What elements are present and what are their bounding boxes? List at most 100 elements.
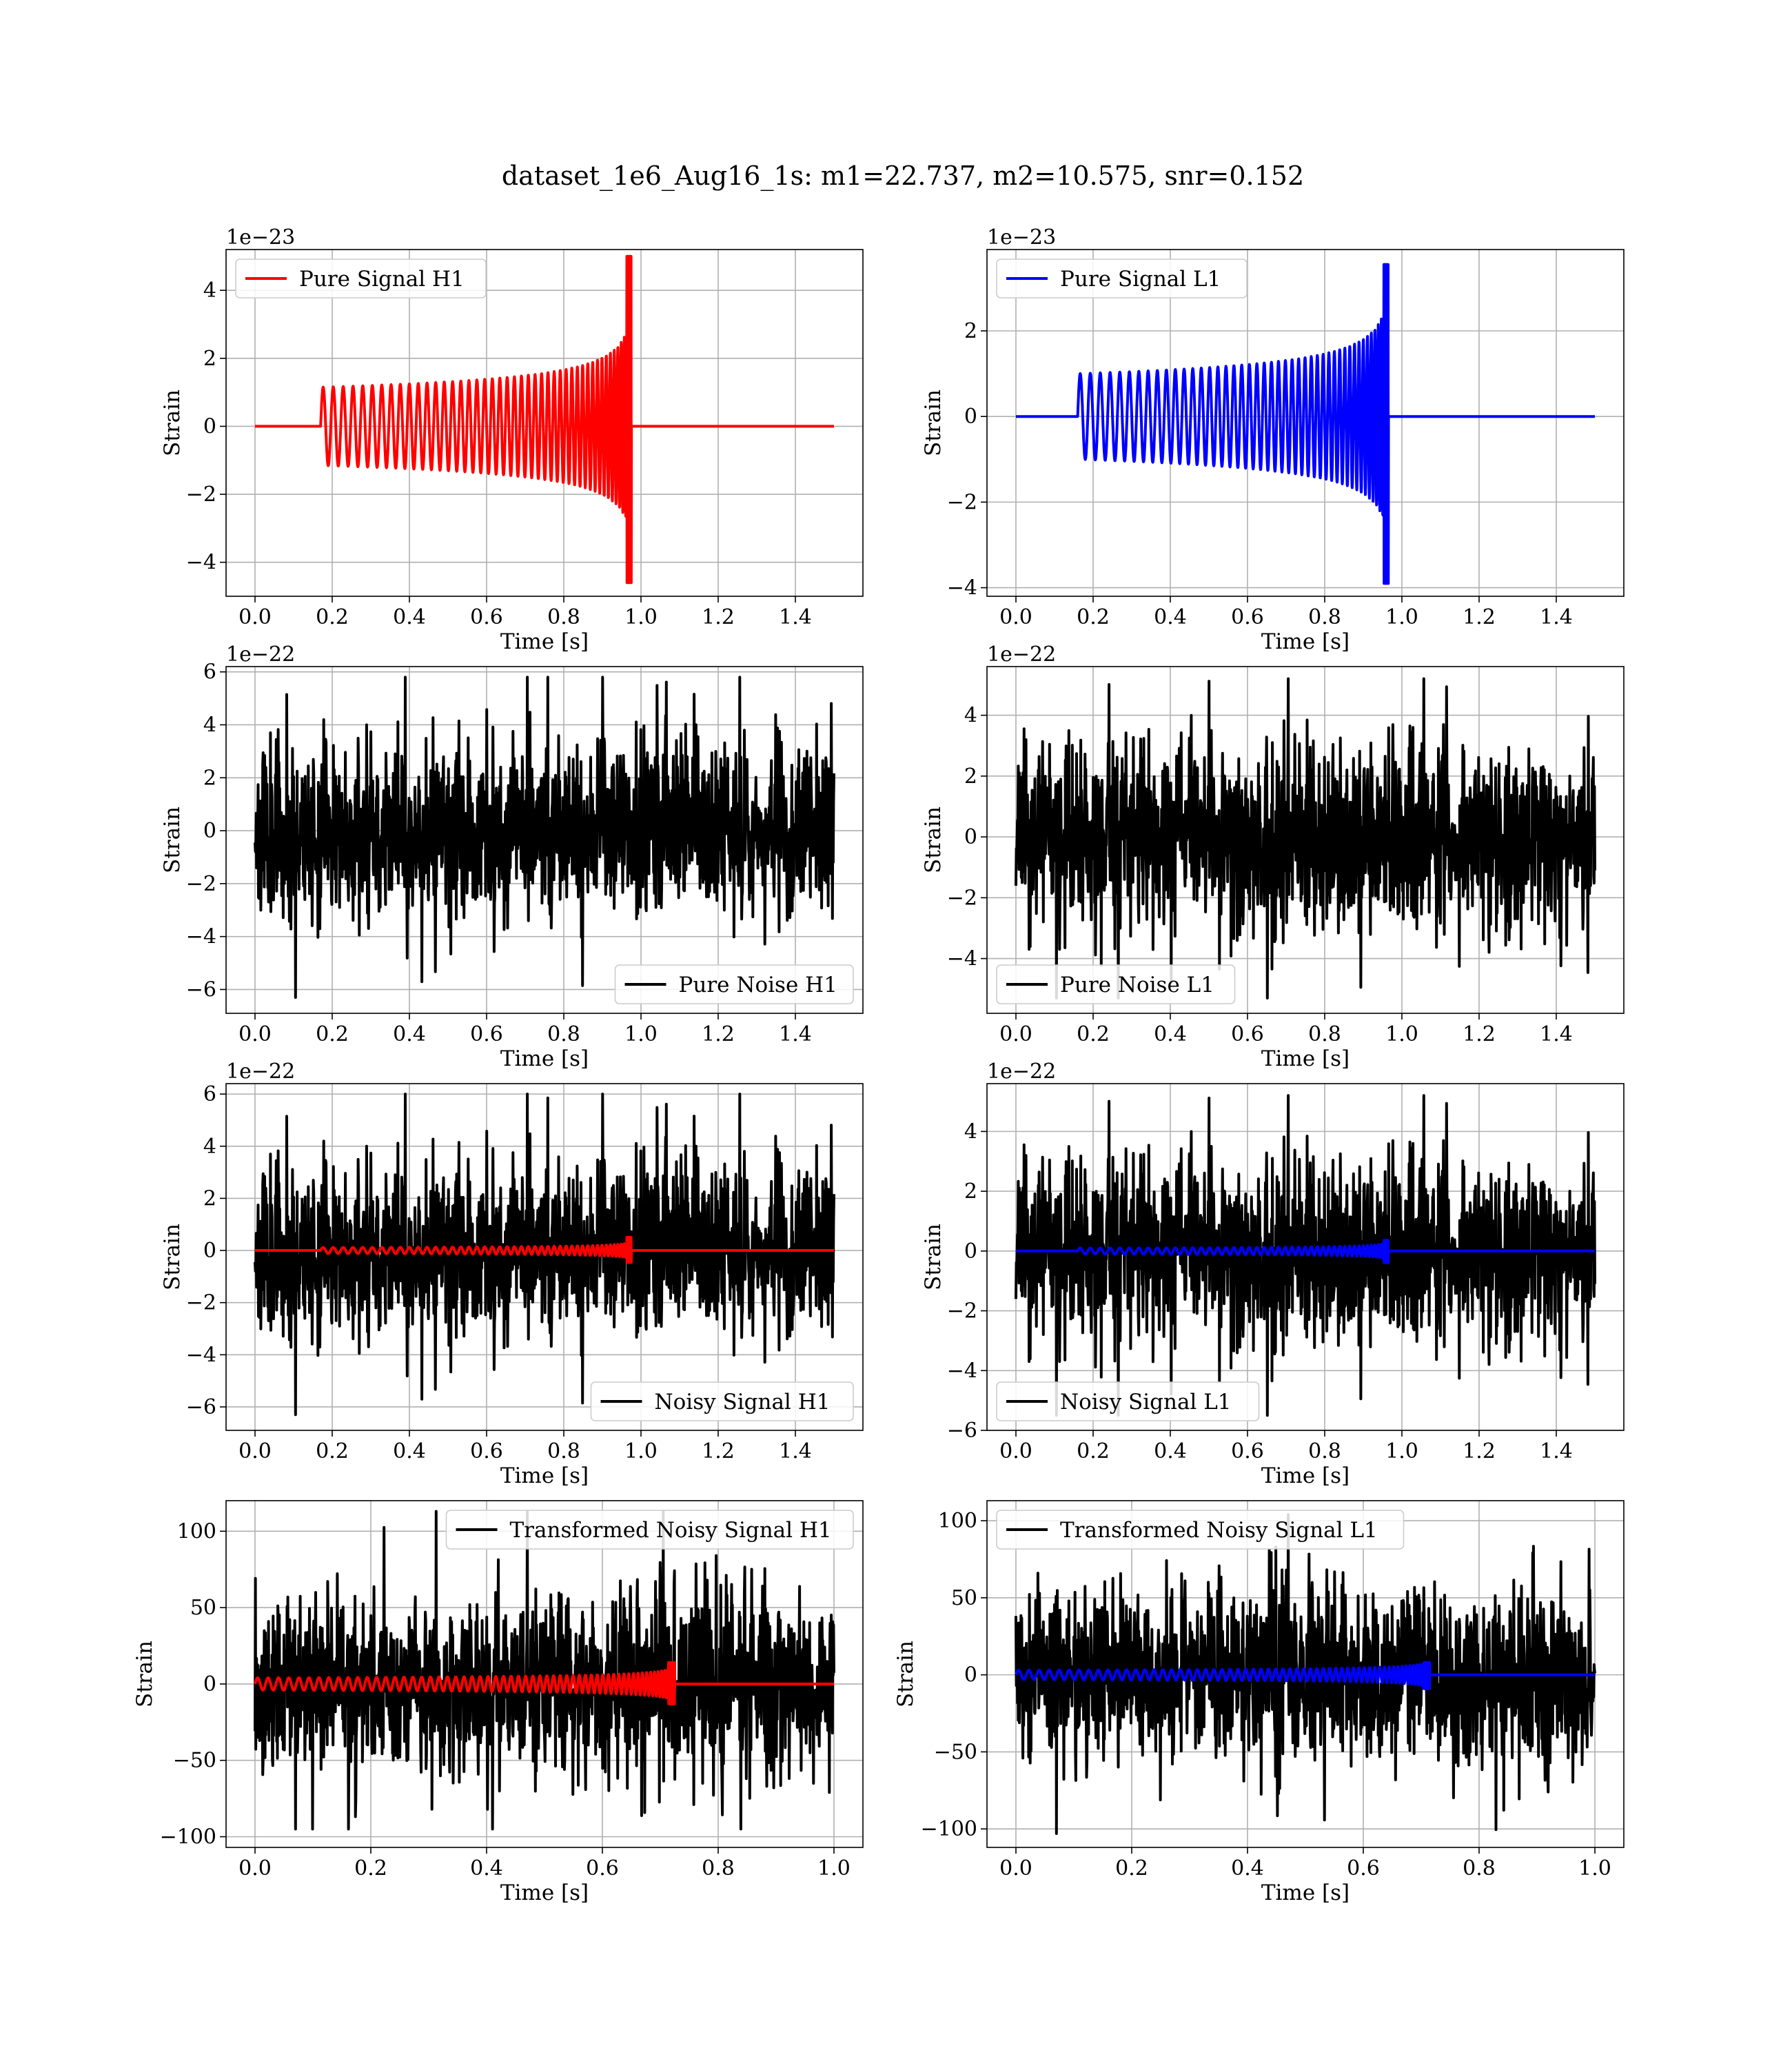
series-line-noise — [254, 1093, 835, 1417]
x-tick-label: 1.0 — [1385, 1022, 1418, 1046]
x-tick-label: 0.6 — [470, 1022, 503, 1046]
legend-entry-label: Noisy Signal L1 — [1060, 1390, 1232, 1415]
legend-box — [590, 1381, 854, 1421]
y-tick-label: 4 — [203, 713, 216, 737]
x-tick-label: 1.0 — [624, 1022, 658, 1046]
x-tick-label: 1.4 — [1540, 1439, 1573, 1463]
series-line-noise — [1015, 1513, 1596, 1835]
x-tick-label: 1.4 — [779, 1439, 812, 1463]
y-tick-label: −2 — [186, 1291, 216, 1315]
x-tick-label: 1.2 — [1463, 1439, 1496, 1463]
y-tick-label: −2 — [186, 483, 216, 507]
x-tick-label: 1.2 — [1463, 605, 1496, 629]
x-axis-label: Time [s] — [500, 629, 589, 654]
x-tick-label: 0.0 — [999, 1439, 1032, 1463]
x-axis-label: Time [s] — [500, 1881, 589, 1905]
legend-box — [996, 258, 1248, 298]
x-tick-label: 1.2 — [1463, 1022, 1496, 1046]
y-tick-label: 4 — [964, 1119, 977, 1144]
y-tick-label: −4 — [947, 947, 977, 971]
series-group — [1015, 263, 1596, 585]
x-tick-label: 1.4 — [1540, 605, 1573, 629]
x-tick-label: 0.4 — [1231, 1856, 1264, 1881]
x-tick-label: 0.6 — [1347, 1856, 1380, 1881]
series-line-signal — [254, 254, 835, 585]
x-tick-label: 0.0 — [999, 1022, 1032, 1046]
panel-h1-noise: 0.0 0.2 0.4 0.6 0.8 1.0 1.2 1.4 −6 −4 −2 0 2 4 6 Time [… — [160, 642, 864, 1071]
x-tick-label: 0.0 — [999, 605, 1032, 629]
legend-entry-label: Noisy Signal H1 — [655, 1390, 831, 1415]
series-line-signal — [1015, 1239, 1596, 1264]
x-tick-label: 0.8 — [547, 605, 580, 629]
x-tick-label: 0.2 — [316, 1439, 349, 1463]
x-tick-label: 0.8 — [1308, 1439, 1341, 1463]
legend: Noisy Signal L1 — [996, 1381, 1260, 1421]
series-group — [254, 676, 835, 999]
legend-entry-label: Pure Signal H1 — [299, 267, 465, 292]
panel-l1-signal: 0.0 0.2 0.4 0.6 0.8 1.0 1.2 1.4 −4 −2 0 2 Time [s] St… — [921, 225, 1625, 654]
x-axis-label: Time [s] — [1261, 629, 1350, 654]
y-tick-label: −50 — [934, 1740, 977, 1764]
axis-offset-label: 1e−22 — [987, 642, 1056, 667]
x-tick-label: 0.4 — [1154, 1022, 1187, 1046]
legend-entry-label: Transformed Noisy Signal H1 — [510, 1518, 832, 1543]
y-tick-label: 100 — [177, 1519, 216, 1543]
series-line-signal — [1015, 263, 1596, 585]
series-line-noise — [254, 676, 835, 999]
legend: Pure Noise H1 — [614, 964, 854, 1004]
legend: Pure Noise L1 — [996, 964, 1236, 1004]
y-tick-label: 0 — [203, 819, 216, 843]
y-tick-label: 2 — [203, 1186, 216, 1210]
legend: Transformed Noisy Signal L1 — [996, 1510, 1405, 1550]
y-axis-label: Strain — [893, 1641, 918, 1707]
x-tick-label: 0.4 — [470, 1856, 503, 1881]
series-group — [254, 254, 835, 585]
x-tick-label: 0.2 — [1077, 1439, 1110, 1463]
series-line-signal — [1015, 1661, 1596, 1690]
legend-entry-label: Transformed Noisy Signal L1 — [1060, 1518, 1378, 1543]
x-tick-label: 1.0 — [624, 605, 658, 629]
y-tick-label: 2 — [964, 764, 977, 789]
x-tick-label: 1.4 — [1540, 1022, 1573, 1046]
y-tick-label: 0 — [964, 1239, 977, 1264]
y-tick-label: 0 — [203, 1672, 216, 1696]
legend-box — [996, 1510, 1405, 1550]
x-tick-label: 0.4 — [1154, 605, 1187, 629]
legend: Pure Signal H1 — [235, 258, 487, 298]
x-tick-label: 0.6 — [1231, 605, 1264, 629]
panel-l1-transformed: 0.0 0.2 0.4 0.6 0.8 1.0 −100 −50 0 50 100 Time [s] S… — [893, 1500, 1625, 1905]
x-axis-label: Time [s] — [1261, 1881, 1350, 1905]
axes-frame — [986, 666, 1625, 1014]
y-tick-label: −6 — [186, 977, 216, 1002]
y-tick-label: 2 — [964, 319, 977, 343]
y-axis-label: Strain — [921, 807, 946, 873]
axes-frame — [986, 249, 1625, 597]
axis-offset-label: 1e−23 — [987, 225, 1056, 250]
y-tick-label: −4 — [186, 1343, 216, 1367]
y-tick-label: 50 — [190, 1596, 216, 1620]
panel-l1-noisy: 0.0 0.2 0.4 0.6 0.8 1.0 1.2 1.4 −6 −4 −2 0 2 4 Time [s… — [921, 1060, 1625, 1488]
y-axis-label: Strain — [132, 1641, 157, 1707]
x-tick-label: 1.2 — [702, 605, 735, 629]
y-axis-label: Strain — [921, 1224, 946, 1290]
x-tick-label: 0.6 — [1231, 1022, 1264, 1046]
x-tick-label: 0.2 — [316, 1022, 349, 1046]
y-tick-label: 0 — [203, 1239, 216, 1263]
x-tick-label: 0.0 — [238, 605, 272, 629]
x-tick-label: 0.8 — [547, 1439, 580, 1463]
series-group — [254, 1510, 835, 1831]
axes-frame — [225, 666, 864, 1014]
x-tick-label: 1.4 — [779, 1022, 812, 1046]
x-tick-label: 0.0 — [238, 1439, 272, 1463]
x-tick-label: 1.0 — [1385, 1439, 1418, 1463]
legend-box — [614, 964, 854, 1004]
legend-entry-label: Pure Signal L1 — [1060, 267, 1221, 292]
x-tick-label: 0.6 — [470, 1439, 503, 1463]
series-group — [1015, 1513, 1596, 1835]
axes-frame — [225, 249, 864, 597]
legend-box — [996, 1381, 1260, 1421]
x-tick-label: 0.8 — [1463, 1856, 1496, 1881]
x-axis-label: Time [s] — [1261, 1463, 1350, 1488]
series-group — [254, 1093, 835, 1417]
